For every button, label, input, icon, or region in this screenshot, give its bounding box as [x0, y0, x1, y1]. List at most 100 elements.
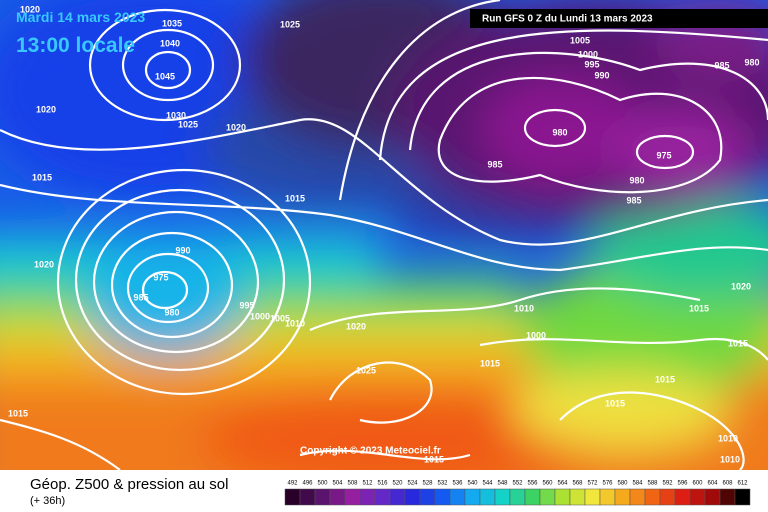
isobar-label: 1030: [166, 110, 186, 120]
run-label: Run GFS 0 Z du Lundi 13 mars 2023: [482, 14, 653, 25]
isobar-label: 1010: [718, 433, 738, 443]
scale-label: 552: [512, 481, 523, 487]
scale-swatch: [704, 488, 721, 506]
scale-swatch: [344, 488, 361, 506]
scale-label: 532: [437, 481, 448, 487]
date-label: Mardi 14 mars 2023: [16, 9, 145, 25]
scale-swatch: [659, 488, 676, 506]
time-label: 13:00 locale: [16, 34, 135, 57]
scale-swatch: [569, 488, 586, 506]
scale-label: 612: [737, 481, 748, 487]
isobar-label: 1015: [32, 172, 52, 182]
isobar-label: 1045: [155, 71, 175, 81]
scale-label: 504: [332, 481, 343, 487]
scale-label: 588: [647, 481, 658, 487]
scale-label: 572: [587, 481, 598, 487]
scale-swatch: [674, 488, 691, 506]
scale-label: 556: [527, 481, 538, 487]
isobars: [0, 0, 768, 470]
scale-swatch: [449, 488, 466, 506]
scale-swatch: [539, 488, 556, 506]
isobar-label: 1015: [8, 408, 28, 418]
legend-subtitle: (+ 36h): [30, 495, 65, 507]
isobar-label: 1000: [250, 311, 270, 321]
isobar-label: 1020: [36, 104, 56, 114]
isobar-label: 995: [239, 300, 254, 310]
scale-swatch: [404, 488, 421, 506]
copyright: Copyright © 2023 Meteociel.fr: [300, 446, 441, 457]
scale-label: 540: [467, 481, 478, 487]
scale-swatch: [479, 488, 496, 506]
isobar-label: 1015: [689, 303, 709, 313]
scale-swatch: [389, 488, 406, 506]
isobar-label: 985: [714, 60, 729, 70]
isobar-label: 1035: [162, 18, 182, 28]
scale-label: 576: [602, 481, 613, 487]
isobar-label: 1040: [160, 38, 180, 48]
run-box: [470, 9, 768, 28]
scale-swatch: [629, 488, 646, 506]
scale-swatch: [734, 488, 751, 506]
scale-swatch: [689, 488, 706, 506]
scale-label: 512: [362, 481, 373, 487]
isobar-label: 1025: [356, 365, 376, 375]
scale-swatch: [524, 488, 541, 506]
scale-label: 600: [692, 481, 703, 487]
isobar-label: 1015: [655, 374, 675, 384]
scale-label: 568: [572, 481, 583, 487]
isobar-label: 1020: [20, 4, 40, 14]
isobar-label: 1025: [178, 119, 198, 129]
isobar-label: 1010: [720, 454, 740, 464]
scale-label: 528: [422, 481, 433, 487]
scale-swatch: [419, 488, 436, 506]
scale-label: 608: [722, 481, 733, 487]
isobar-label: 1025: [280, 19, 300, 29]
scale-swatch: [614, 488, 631, 506]
scale-swatch: [509, 488, 526, 506]
legend-title: Géop. Z500 & pression au sol: [30, 476, 228, 493]
scale-swatch: [599, 488, 616, 506]
scale-swatch: [329, 488, 346, 506]
scale-label: 584: [632, 481, 643, 487]
scale-label: 492: [287, 481, 298, 487]
scale-label: 604: [707, 481, 718, 487]
isobar-label: 985: [487, 159, 502, 169]
scale-label: 520: [392, 481, 403, 487]
isobar-label: 1020: [34, 259, 54, 269]
isobar-label: 1000: [578, 49, 598, 59]
isobar-label: 1020: [731, 281, 751, 291]
isobar-label: 1020: [226, 122, 246, 132]
isobar-label: 975: [153, 272, 168, 282]
scale-swatch: [584, 488, 601, 506]
scale-swatch: [314, 488, 331, 506]
scale-swatch: [359, 488, 376, 506]
isobar-label: 1010: [514, 303, 534, 313]
isobar-label: 1005: [270, 313, 290, 323]
isobar-label: 980: [552, 127, 567, 137]
isobar-label: 1000: [526, 330, 546, 340]
isobar-label: 995: [584, 59, 599, 69]
scale-label: 544: [482, 481, 493, 487]
scale-swatch: [434, 488, 451, 506]
scale-swatch: [284, 488, 301, 506]
isobar-label: 1010: [285, 318, 305, 328]
isobar-label: 990: [594, 70, 609, 80]
isobar-label: 1015: [728, 338, 748, 348]
scale-swatch: [494, 488, 511, 506]
isobar-label: 980: [164, 307, 179, 317]
isobar-label: 985: [133, 292, 148, 302]
scale-label: 524: [407, 481, 418, 487]
scale-swatch: [464, 488, 481, 506]
color-scale: 492 496 500 504 508 512 516 520 524 528 532 536 540 5…: [284, 481, 751, 506]
scale-label: 500: [317, 481, 328, 487]
isobar-label: 990: [175, 245, 190, 255]
isobar-label: 980: [629, 175, 644, 185]
isobar-label: 1015: [285, 193, 305, 203]
isobar-label: 1005: [570, 35, 590, 45]
scale-label: 508: [347, 481, 358, 487]
scale-swatch: [374, 488, 391, 506]
isobar-label: 1015: [605, 398, 625, 408]
scale-label: 596: [677, 481, 688, 487]
